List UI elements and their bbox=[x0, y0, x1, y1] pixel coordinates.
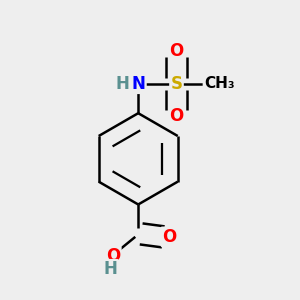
Text: H: H bbox=[115, 75, 129, 93]
Text: CH₃: CH₃ bbox=[204, 76, 235, 91]
Text: O: O bbox=[169, 107, 184, 125]
Text: O: O bbox=[162, 228, 176, 246]
Text: S: S bbox=[170, 75, 182, 93]
Text: O: O bbox=[106, 247, 120, 265]
Text: O: O bbox=[169, 42, 184, 60]
Text: H: H bbox=[103, 260, 117, 278]
Text: N: N bbox=[131, 75, 145, 93]
